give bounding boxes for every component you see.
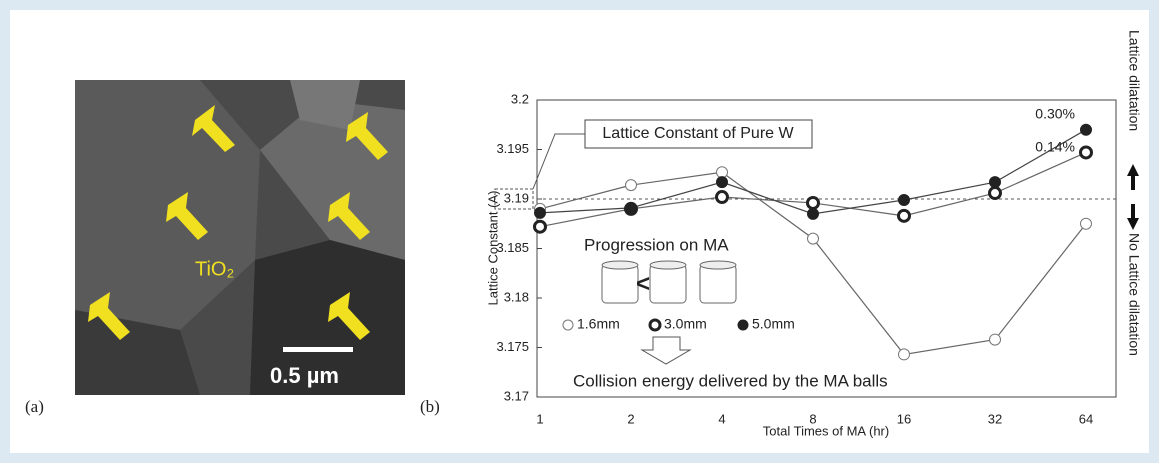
point (990, 334, 1001, 345)
y-tick-label: 3.2 (511, 91, 529, 106)
scale-bar-label: 0.5 µm (270, 363, 339, 388)
point (1081, 147, 1092, 158)
x-tick-label: 1 (536, 411, 543, 426)
panel-label: (b) (420, 397, 440, 416)
point (717, 177, 728, 188)
legend-marker (563, 320, 573, 330)
figure: TiO₂ 0.5 µm (a) (b) Total Times of MA (h… (0, 0, 1159, 463)
can-icon (650, 265, 686, 303)
panel-label: (a) (25, 397, 44, 416)
point (535, 207, 546, 218)
x-tick-label: 64 (1079, 411, 1093, 426)
particle-label: TiO₂ (195, 258, 234, 280)
point (808, 197, 819, 208)
right-label: No Lattice dilatation (1126, 233, 1142, 356)
right-label: Lattice dilatation (1126, 30, 1142, 131)
legend-label: 5.0mm (752, 316, 795, 332)
y-tick-label: 3.17 (504, 388, 529, 403)
point (808, 208, 819, 219)
x-tick-label: 4 (718, 411, 725, 426)
can-icon (700, 261, 736, 269)
x-tick-label: 8 (809, 411, 816, 426)
x-axis-label: Total Times of MA (hr) (763, 423, 889, 438)
point (990, 177, 1001, 188)
can-icon (602, 261, 638, 269)
x-tick-label: 16 (897, 411, 911, 426)
annotation: Collision energy delivered by the MA bal… (573, 371, 888, 390)
x-tick-label: 32 (988, 411, 1002, 426)
micrograph (75, 80, 405, 395)
legend-label: 1.6mm (577, 316, 620, 332)
point (1081, 124, 1092, 135)
point (626, 202, 637, 213)
point (1081, 218, 1092, 229)
y-tick-label: 3.185 (496, 240, 529, 255)
y-tick-label: 3.19 (504, 190, 529, 205)
annotation: Progression on MA (584, 235, 729, 254)
point (535, 221, 546, 232)
y-tick-label: 3.195 (496, 141, 529, 156)
legend-label: 3.0mm (664, 316, 707, 332)
point (990, 188, 1001, 199)
point (899, 210, 910, 221)
can-icon (602, 265, 638, 303)
legend-marker (650, 320, 660, 330)
annotation: < (636, 270, 650, 297)
annotation: 0.30% (1035, 106, 1075, 122)
y-tick-label: 3.175 (496, 339, 529, 354)
point (899, 194, 910, 205)
y-tick-label: 3.18 (504, 289, 529, 304)
annotation: 0.14% (1035, 139, 1075, 155)
can-icon (700, 265, 736, 303)
reference-label: Lattice Constant of Pure W (602, 125, 794, 142)
point (717, 192, 728, 203)
x-tick-label: 2 (627, 411, 634, 426)
legend-marker (738, 320, 748, 330)
page: {"figure_a": {"panel_label": "(a)", "par… (0, 0, 1159, 463)
point (626, 180, 637, 191)
point (899, 349, 910, 360)
can-icon (650, 261, 686, 269)
point (717, 167, 728, 178)
point (808, 233, 819, 244)
